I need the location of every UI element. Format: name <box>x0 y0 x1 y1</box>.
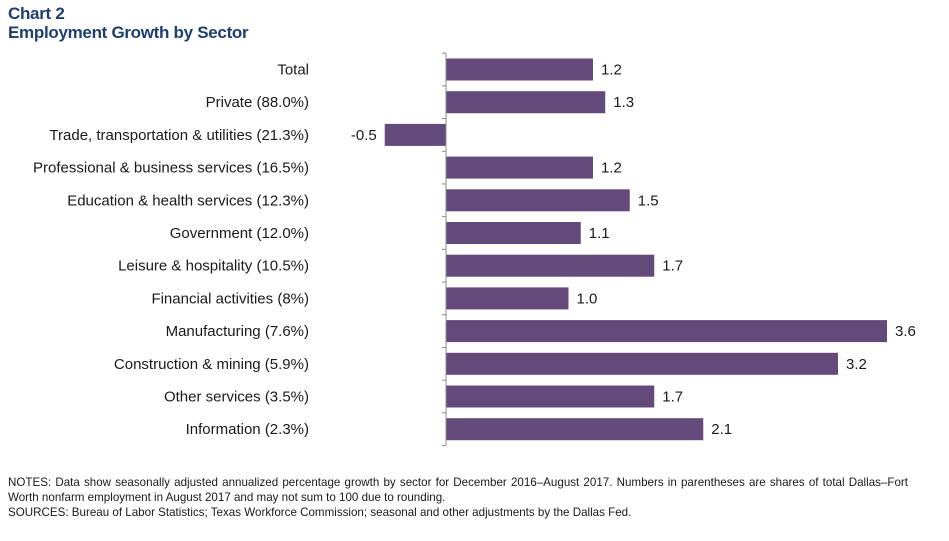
data-label: 2.1 <box>711 421 732 438</box>
category-label: Government (12.0%) <box>170 225 309 242</box>
chart-notes: NOTES: Data show seasonally adjusted ann… <box>8 476 908 504</box>
data-label: 1.3 <box>613 94 634 111</box>
data-label: 3.6 <box>895 323 916 340</box>
data-label: -0.5 <box>351 127 377 144</box>
bar <box>446 189 630 212</box>
data-label: 1.7 <box>662 258 683 275</box>
bar <box>446 352 838 375</box>
category-label: Total <box>277 62 309 79</box>
bar <box>446 156 593 179</box>
data-label: 1.1 <box>589 225 610 242</box>
bar <box>446 287 569 310</box>
category-label: Other services (3.5%) <box>164 389 309 406</box>
data-label: 1.7 <box>662 389 683 406</box>
data-label: 1.0 <box>577 290 598 307</box>
data-label: 3.2 <box>846 356 867 373</box>
bar <box>446 222 581 244</box>
chart-sources: SOURCES: Bureau of Labor Statistics; Tex… <box>8 506 632 519</box>
data-label: 1.2 <box>601 62 622 79</box>
category-label: Manufacturing (7.6%) <box>166 323 309 340</box>
category-label: Trade, transportation & utilities (21.3%… <box>49 127 309 144</box>
bar <box>446 320 887 343</box>
bar-chart: Total 1.2 Private (88.0%) 1.3 Trade, transpo… <box>33 52 916 447</box>
chart-title-block: Chart 2 Employment Growth by Sector <box>8 4 249 42</box>
data-label: 1.5 <box>638 192 659 209</box>
bar <box>446 418 704 441</box>
chart-title: Employment Growth by Sector <box>8 23 249 42</box>
category-label: Professional & business services (16.5%) <box>33 160 309 177</box>
category-label: Financial activities (8%) <box>151 290 309 307</box>
bar <box>446 254 655 277</box>
bar <box>446 91 606 114</box>
bar <box>446 385 655 408</box>
category-label: Information (2.3%) <box>186 421 309 438</box>
category-label: Education & health services (12.3%) <box>67 192 309 209</box>
data-label: 1.2 <box>601 160 622 177</box>
category-label: Private (88.0%) <box>206 94 309 111</box>
chart-footer: NOTES: Data show seasonally adjusted ann… <box>8 475 908 520</box>
bar <box>384 123 446 146</box>
bar <box>446 58 593 81</box>
category-label: Leisure & hospitality (10.5%) <box>118 258 309 275</box>
category-label: Construction & mining (5.9%) <box>114 356 309 373</box>
chart-number: Chart 2 <box>8 4 65 23</box>
